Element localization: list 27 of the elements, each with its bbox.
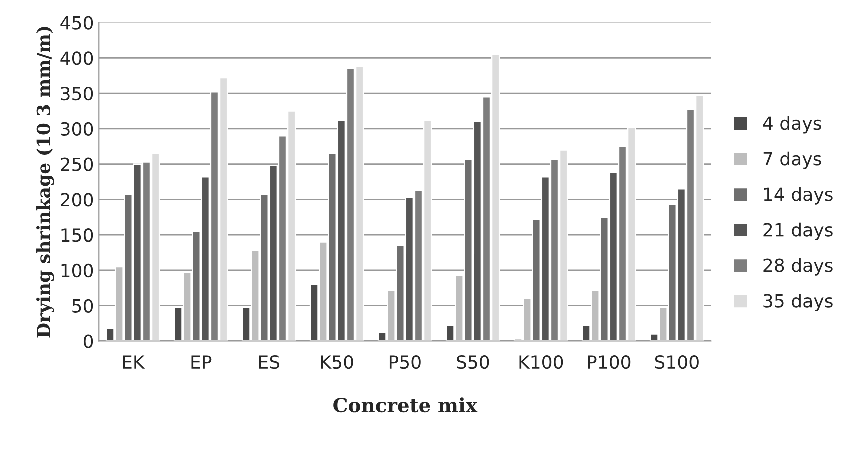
legend-label: 4 days xyxy=(763,116,822,134)
y-tick-label: 450 xyxy=(60,16,94,30)
x-tick-label: K50 xyxy=(322,355,354,370)
y-axis-title: Drying shrinkage (10 3 mm/m) xyxy=(36,27,54,338)
x-tick-label: P100 xyxy=(588,355,631,370)
x-tick-label: ES xyxy=(259,355,280,370)
y-tick-label: 50 xyxy=(72,299,94,313)
y-tick-label: 200 xyxy=(61,193,94,207)
x-axis-title: Concrete mix xyxy=(334,398,478,413)
y-tick-label: 250 xyxy=(61,158,94,172)
legend-label: 14 days xyxy=(764,187,833,205)
legend-label: 35 days xyxy=(764,294,833,312)
x-tick-label: S50 xyxy=(457,355,490,370)
y-tick-label: 0 xyxy=(84,334,94,348)
x-tick-label: EK xyxy=(123,356,146,369)
x-tick-label: S100 xyxy=(655,355,699,370)
legend-label: 21 days xyxy=(764,222,833,240)
x-tick-label: P50 xyxy=(390,355,421,370)
x-tick-label: EP xyxy=(192,356,212,369)
y-tick-label: 150 xyxy=(62,228,94,242)
y-tick-label: 300 xyxy=(61,122,94,136)
y-tick-label: 400 xyxy=(60,52,94,66)
y-tick-label: 350 xyxy=(61,86,94,101)
legend-label: 28 days xyxy=(764,258,833,276)
x-tick-label: K100 xyxy=(520,355,564,370)
y-tick-label: 100 xyxy=(62,264,94,278)
legend-label: 7 days xyxy=(764,152,822,170)
